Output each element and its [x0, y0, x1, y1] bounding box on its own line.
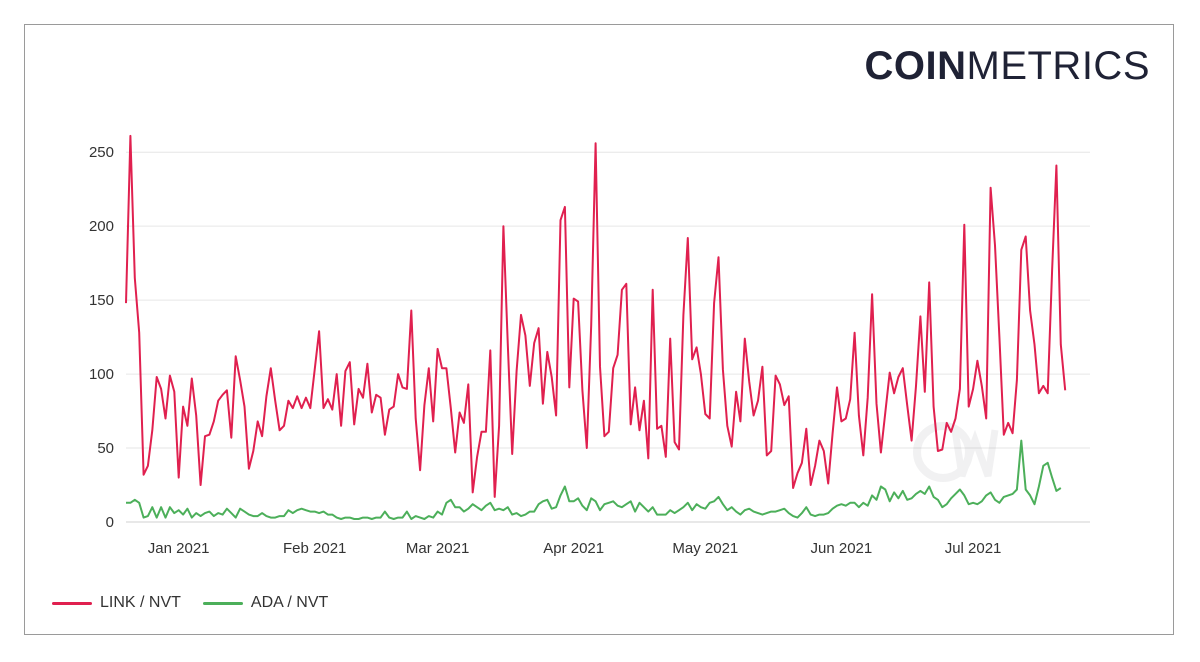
- logo-bold-text: COIN: [864, 44, 967, 88]
- x-tick-label: Jan 2021: [148, 540, 210, 557]
- y-tick-label: 200: [89, 218, 114, 235]
- series-layer: [125, 134, 1067, 520]
- x-tick-label: Jul 2021: [945, 540, 1002, 557]
- legend: LINK / NVT ADA / NVT: [52, 594, 350, 612]
- y-axis: 0 50 100 150 200 250: [89, 144, 114, 531]
- cm-watermark-icon: [913, 422, 999, 482]
- x-axis: Jan 2021 Feb 2021 Mar 2021 Apr 2021 May 2021…: [148, 540, 1002, 557]
- legend-label-ada: ADA / NVT: [250, 594, 329, 611]
- coinmetrics-logo: COINMETRICS: [865, 44, 1151, 88]
- legend-item-ada[interactable]: ADA / NVT: [202, 594, 329, 612]
- x-tick-label: Mar 2021: [406, 540, 469, 557]
- x-tick-label: Apr 2021: [543, 540, 604, 557]
- y-tick-label: 0: [106, 514, 114, 531]
- y-tick-label: 50: [97, 440, 114, 457]
- series-line-link[interactable]: [125, 134, 1067, 498]
- legend-item-link[interactable]: LINK / NVT: [52, 594, 181, 612]
- y-tick-label: 250: [89, 144, 114, 161]
- x-tick-label: Jun 2021: [811, 540, 873, 557]
- y-tick-label: 150: [89, 292, 114, 309]
- legend-swatch-ada: [202, 601, 243, 605]
- logo-light-text: METRICS: [966, 44, 1150, 88]
- gridlines: [126, 151, 1090, 523]
- series-line-ada[interactable]: [126, 439, 1062, 520]
- x-tick-label: May 2021: [672, 540, 738, 557]
- legend-swatch-link: [52, 601, 92, 605]
- y-tick-label: 100: [89, 366, 114, 383]
- x-tick-label: Feb 2021: [283, 540, 346, 557]
- legend-label-link: LINK / NVT: [100, 594, 181, 611]
